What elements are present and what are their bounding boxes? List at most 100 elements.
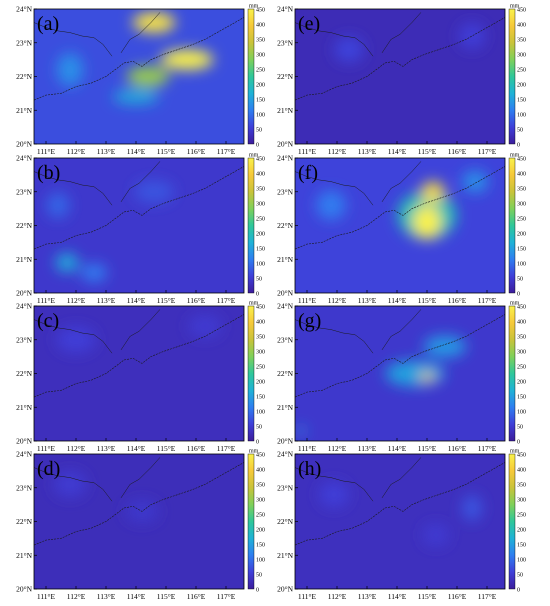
lat-tick-label: 21°N [277,403,293,412]
colorbar-tick-label: 0 [256,142,259,148]
precip-hotspot [53,471,87,498]
lon-tick-label: 111°E [37,592,56,601]
river-line [381,457,422,499]
lon-tick-label: 116°E [448,444,467,453]
lon-tick-label: 117°E [217,592,236,601]
lat-tick-label: 22°N [277,369,293,378]
precip-hotspot [56,53,84,87]
river-line [34,319,113,354]
river-line [120,12,161,54]
lat-tick-label: 23°N [16,38,32,47]
colorbar-unit: mm [249,301,259,307]
colorbar-tick-label: 300 [256,52,265,58]
river-line [120,457,161,499]
lat-tick-label: 21°N [16,106,32,115]
colorbar-tick-label: 100 [517,261,526,267]
lon-tick-label: 114°E [127,592,146,601]
colorbar-tick-label: 100 [517,557,526,563]
colorbar-unit: mm [510,449,520,455]
colorbar-tick-label: 450 [517,304,526,310]
lon-tick-label: 115°E [157,444,176,453]
precip-hotspot [188,315,222,338]
lon-tick-label: 116°E [448,147,467,156]
lon-tick-label: 112°E [67,444,86,453]
precip-hotspot [126,66,170,87]
colorbar-tick-label: 350 [517,186,526,192]
colorbar-tick-label: 150 [517,542,526,548]
colorbar-tick-label: 300 [517,497,526,503]
colorbar-tick-label: 250 [517,67,526,73]
colorbar [247,8,255,145]
map-panel-g: (g) 111°E 112°E 113°E 114°E 115°E 116°E 117°E 24… [277,301,526,454]
colorbar-tick-label: 250 [256,216,265,222]
lon-tick-label: 112°E [328,592,347,601]
lat-tick-label: 24°N [16,5,32,14]
colorbar-tick-label: 200 [517,379,526,385]
colorbar-tick-label: 100 [256,409,265,415]
map-panel-e: (e) 111°E 112°E 113°E 114°E 115°E 116°E 117°E 24… [277,4,526,157]
colorbar-tick-label: 200 [256,82,265,88]
lat-tick-label: 21°N [277,255,293,264]
river-line [295,171,374,206]
colorbar-unit: mm [510,153,520,159]
river-line [381,12,422,54]
lon-tick-label: 113°E [97,147,116,156]
colorbar-tick-label: 50 [256,276,262,282]
panel-label: (d) [37,458,60,480]
lon-tick-label: 114°E [388,444,407,453]
lon-tick-label: 112°E [328,444,347,453]
lat-tick-label: 22°N [16,72,32,81]
river-line [295,319,374,354]
precip-hotspot [160,49,214,70]
panel-label: (c) [37,310,59,332]
map-panel-d: (d) 111°E 112°E 113°E 114°E 115°E 116°E 117°E 24… [16,449,265,602]
lon-tick-label: 116°E [448,592,467,601]
river-line [295,22,374,57]
river-line [295,467,374,502]
lat-tick-label: 23°N [277,38,293,47]
colorbar-tick-label: 200 [256,231,265,237]
colorbar-tick-label: 300 [256,201,265,207]
coastline [295,314,505,398]
lat-tick-label: 22°N [16,221,32,230]
colorbar-tick-label: 450 [256,7,265,13]
lon-tick-label: 112°E [67,296,86,305]
panel-label: (f) [298,162,318,184]
coastline [34,166,244,250]
colorbar-tick-label: 200 [256,379,265,385]
colorbar-tick-label: 150 [517,246,526,252]
lat-tick-label: 20°N [16,140,32,149]
lon-tick-label: 111°E [298,592,317,601]
precip-hotspot [80,263,108,283]
lat-tick-label: 20°N [277,585,293,594]
lon-tick-label: 117°E [478,592,497,601]
colorbar-tick-label: 100 [256,261,265,267]
colorbar [247,157,255,294]
lat-tick-label: 23°N [277,483,293,492]
lon-tick-label: 117°E [478,296,497,305]
map-panel-h: (h) 111°E 112°E 113°E 114°E 115°E 116°E 117°E 24… [277,449,526,602]
river-line [381,161,422,203]
map-panel-a: (a) 111°E 112°E 113°E 114°E 115°E 116°E 117°E 24… [16,4,265,157]
colorbar [508,8,516,145]
colorbar-tick-label: 0 [256,439,259,445]
map-background [34,158,244,293]
lon-tick-label: 113°E [358,592,377,601]
colorbar-tick-label: 0 [256,291,259,297]
colorbar-tick-label: 50 [517,127,523,133]
lon-tick-label: 111°E [298,147,317,156]
lat-tick-label: 22°N [16,369,32,378]
lon-tick-label: 117°E [217,147,236,156]
river-line [34,171,113,206]
colorbar-tick-label: 150 [256,246,265,252]
colorbar-tick-label: 300 [517,349,526,355]
lon-tick-label: 113°E [97,592,116,601]
colorbar-tick-label: 150 [256,542,265,548]
river-line [34,467,113,502]
colorbar-tick-label: 450 [517,7,526,13]
lon-tick-label: 114°E [388,147,407,156]
colorbar-tick-label: 350 [256,186,265,192]
lat-tick-label: 22°N [277,517,293,526]
lon-tick-label: 113°E [97,296,116,305]
river-line [120,309,161,351]
